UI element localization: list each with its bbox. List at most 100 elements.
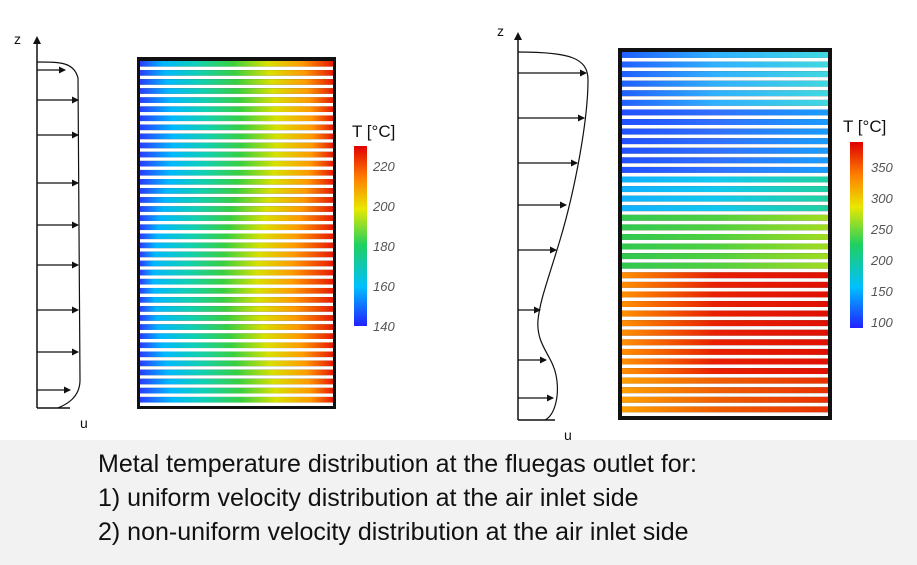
tube-stripe — [622, 80, 828, 87]
right-u-label: u — [564, 427, 572, 440]
tube-gap — [622, 374, 828, 378]
tube-stripe — [622, 339, 828, 346]
tube-gap — [622, 57, 828, 62]
tube-gap — [140, 112, 333, 116]
tube-gap — [622, 239, 828, 244]
tube-stripe — [622, 262, 828, 269]
tube-gap — [622, 345, 828, 349]
figure: z u T [°C] 220 200 180 160 140 z u — [14, 23, 894, 440]
tube-stripe — [140, 142, 333, 149]
tube-stripe — [622, 166, 828, 173]
right-velocity-profile: z u — [497, 23, 589, 440]
tube-gap — [140, 193, 333, 198]
tube-stripe — [622, 176, 828, 183]
tube-stripe — [140, 369, 333, 376]
caption-line-3: 2) non-uniform velocity distribution at … — [98, 518, 689, 546]
tube-gap — [622, 306, 828, 311]
tube-gap — [140, 275, 333, 279]
tube-gap — [622, 172, 828, 177]
tube-stripe — [140, 151, 333, 158]
tube-stripe — [140, 160, 333, 167]
tube-stripe — [622, 128, 828, 135]
tube-gap — [140, 393, 333, 397]
tube-stripe — [140, 224, 333, 231]
tube-gap — [622, 144, 828, 148]
tube-stripe — [140, 233, 333, 240]
tube-stripe — [622, 291, 828, 298]
tube-gap — [622, 335, 828, 340]
tube-gap — [140, 202, 333, 207]
tube-gap — [140, 311, 333, 316]
tube-stripe — [622, 195, 828, 202]
tube-gap — [622, 268, 828, 273]
tube-gap — [140, 348, 333, 352]
tube-gap — [622, 393, 828, 397]
tube-gap — [140, 121, 333, 125]
tube-stripe — [622, 368, 828, 375]
tube-gap — [140, 211, 333, 216]
tube-gap — [622, 182, 828, 187]
tube-gap — [140, 384, 333, 388]
tube-stripe — [622, 138, 828, 145]
tube-stripe — [140, 269, 333, 276]
tube-stripe — [622, 348, 828, 355]
right-z-label: z — [497, 23, 504, 39]
tube-stripe — [622, 205, 828, 212]
tube-stripe — [140, 88, 333, 94]
tube-stripe — [140, 215, 333, 221]
tube-stripe — [140, 242, 333, 249]
tube-stripe — [140, 297, 333, 303]
tube-stripe — [622, 52, 828, 58]
right-panel: z u T [°C] 350 300 250 200 150 100 — [497, 23, 893, 440]
tube-stripe — [622, 234, 828, 240]
colorbar-tick-label: 180 — [373, 239, 395, 254]
right-colorbar: T [°C] 350 300 250 200 150 100 — [843, 117, 893, 330]
tube-gap — [140, 248, 333, 252]
tube-gap — [140, 293, 333, 298]
tube-gap — [140, 329, 333, 334]
tube-gap — [140, 157, 333, 161]
colorbar-tick-label: 350 — [871, 160, 893, 175]
tube-gap — [622, 412, 828, 416]
tube-stripe — [622, 99, 828, 106]
tube-stripe — [140, 133, 333, 140]
tube-stripe — [140, 251, 333, 258]
tube-gap — [622, 105, 828, 110]
tube-gap — [622, 67, 828, 72]
left-z-label: z — [14, 31, 21, 47]
tube-gap — [140, 166, 333, 170]
caption-line-1: Metal temperature distribution at the fl… — [98, 450, 697, 478]
tube-stripe — [140, 179, 333, 185]
tube-gap — [140, 402, 333, 406]
tube-stripe — [140, 333, 333, 339]
tube-stripe — [622, 157, 828, 164]
colorbar-tick-label: 200 — [372, 199, 395, 214]
tube-stripe — [622, 214, 828, 221]
tube-gap — [140, 230, 333, 234]
tube-gap — [140, 93, 333, 98]
left-panel: z u T [°C] 220 200 180 160 140 — [14, 31, 395, 431]
tube-gap — [622, 287, 828, 292]
tube-gap — [622, 220, 828, 225]
tube-stripe — [622, 310, 828, 317]
left-profile-curve — [36, 61, 81, 409]
caption-line-2: 1) uniform velocity distribution at the … — [98, 484, 639, 512]
tube-stripe — [140, 206, 333, 212]
tube-stripe — [622, 243, 828, 250]
tube-gap — [140, 284, 333, 288]
tube-gap — [140, 175, 333, 180]
tube-stripe — [622, 281, 828, 288]
tube-gap — [622, 163, 828, 167]
right-colorbar-title: T [°C] — [843, 117, 886, 136]
tube-stripe — [140, 97, 333, 103]
tube-stripe — [140, 324, 333, 330]
tube-gap — [140, 338, 333, 343]
tube-stripe — [140, 306, 333, 312]
tube-gap — [140, 357, 333, 361]
tube-stripe — [140, 115, 333, 122]
tube-stripe — [140, 378, 333, 385]
tube-stripe — [140, 278, 333, 285]
tube-gap — [140, 302, 333, 307]
left-velocity-arrows — [37, 66, 79, 394]
tube-gap — [622, 86, 828, 91]
